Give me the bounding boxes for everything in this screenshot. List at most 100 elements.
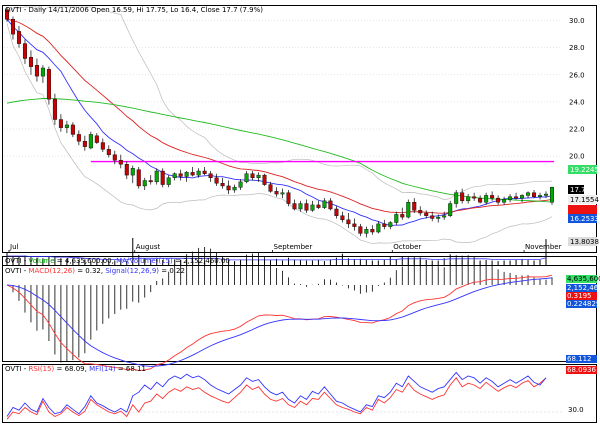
candle-body [256, 174, 261, 178]
tag-mfi: 68.112 [567, 355, 592, 363]
macd-legend: OVTI - MACD(12,26) = 0.32, Signal(12,26,… [5, 267, 185, 275]
tag-rsi: 68.0936 [567, 366, 596, 374]
candle-body [292, 203, 297, 210]
volume-ma-legend-value: = 2,152,460.00 [173, 257, 230, 265]
tag-low: 13.8038 [570, 238, 599, 246]
candle-body [244, 173, 249, 183]
candle-body [154, 170, 159, 183]
rsi-line [6, 377, 547, 420]
candle-body [400, 214, 405, 218]
candle-body [280, 192, 285, 195]
tag-volume-ma: 2,152,46 [567, 284, 599, 292]
candle-body [310, 204, 315, 211]
candle-body [202, 170, 207, 174]
candle-body [316, 204, 321, 208]
candle-body [418, 210, 423, 214]
tag-rsi-30: 30.0 [568, 406, 584, 414]
candle-body [478, 197, 483, 203]
candle-body [88, 134, 93, 149]
volume-legend: OVTI - Volume = 4,635,600.00, MA(Volume)… [5, 257, 230, 265]
candle-body [142, 180, 147, 187]
tag-close: 17.7 [570, 186, 586, 194]
candle-body [532, 192, 537, 197]
tag-bg-volume-ma [566, 284, 597, 292]
volume-legend-value: = 4,635,600.00, [55, 257, 117, 265]
price-tick-label: 28.0 [569, 44, 585, 52]
macd-panel [2, 265, 597, 362]
candle-body [538, 195, 543, 197]
candle-body [148, 180, 153, 183]
signal-line [6, 277, 553, 367]
month-label: November [525, 243, 562, 251]
candle-body [406, 201, 411, 218]
rsi-legend-value: = 68.09, [54, 365, 89, 373]
price-panel [2, 5, 597, 253]
candle-body [544, 193, 549, 196]
candle-body [214, 177, 219, 184]
tag-bg-ma50b [568, 214, 597, 223]
tag-bg-mfi [566, 355, 597, 363]
candle-body [424, 212, 429, 216]
candle-body [70, 124, 75, 135]
rsi-legend-prefix: OVTI - [5, 365, 29, 373]
candle-body [520, 195, 525, 199]
candle-body [322, 200, 327, 208]
month-label: August [136, 243, 161, 251]
price-tick-label: 26.0 [569, 71, 585, 79]
tag-bg-signal [566, 300, 597, 308]
candle-body [508, 196, 513, 200]
candle-body [340, 215, 345, 221]
tag-signal: 0.224829 [567, 300, 600, 308]
candle-body [472, 196, 477, 199]
tag-bg-ma50 [568, 205, 597, 214]
candle-body [16, 31, 21, 44]
candle-body [346, 219, 351, 225]
candle-body [226, 185, 231, 191]
tag-bg-ma200 [568, 165, 597, 174]
candle-body [334, 208, 339, 216]
candle-body [124, 164, 129, 176]
candle-body [208, 173, 213, 179]
candle-body [22, 43, 27, 59]
candle-body [52, 98, 57, 120]
candle-body [448, 203, 453, 216]
candle-body [526, 192, 531, 196]
month-label: September [274, 243, 313, 251]
candle-body [376, 223, 381, 233]
candle-body [94, 135, 99, 143]
candle-body [304, 203, 309, 211]
signal-legend-value: = 0.22 [159, 267, 185, 275]
candle-body [352, 223, 357, 227]
candle-body [190, 172, 195, 176]
candle-body [58, 119, 63, 128]
candle-body [250, 173, 255, 179]
tag-volume: 4,635,600 [567, 275, 600, 283]
candle-body [550, 187, 554, 203]
price-tick-label: 30.0 [569, 17, 585, 25]
volume-legend-label: Volume [29, 257, 55, 265]
candle-body [436, 216, 441, 219]
candle-body [484, 195, 489, 203]
tag-ma20: 17.1554 [570, 196, 599, 204]
candle-body [196, 170, 201, 176]
candle-body [76, 134, 81, 142]
candle-body [10, 19, 15, 35]
candle-body [34, 65, 39, 77]
candle-body [490, 195, 495, 199]
rsi-panel [2, 364, 597, 423]
candle-body [40, 67, 45, 77]
candle-body [178, 173, 183, 177]
candle-body [466, 196, 471, 202]
candle-body [286, 192, 291, 204]
candle-body [370, 229, 375, 233]
tag-macd: 0.3195 [567, 292, 592, 300]
tag-bg-close [568, 185, 584, 194]
price-title: OVTI - Daily 14/11/2006 Open 16.59, Hi 1… [5, 6, 263, 14]
candle-body [220, 183, 225, 187]
macd-line [6, 274, 553, 372]
tag-bg-macd [566, 292, 597, 300]
upper-band-line [6, 6, 553, 201]
candle-body [130, 168, 135, 176]
candle-body [412, 201, 417, 211]
mfi-line [6, 371, 547, 417]
